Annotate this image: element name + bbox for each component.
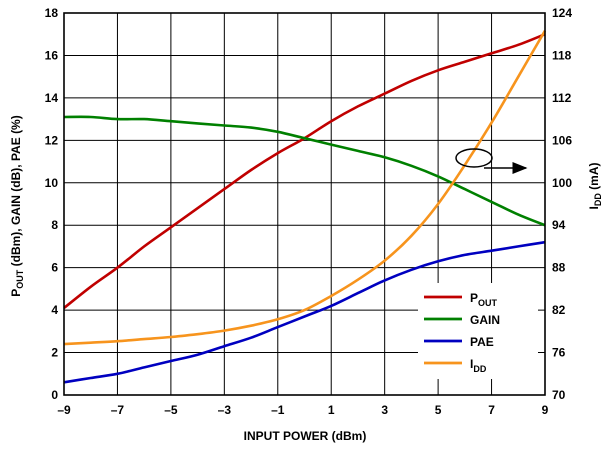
y2-tick-label: 88 bbox=[552, 261, 566, 275]
left-axis-label: POUT (dBm), GAIN (dB), PAE (%) bbox=[9, 115, 25, 296]
y-tick-label: 18 bbox=[45, 6, 59, 20]
y-tick-label: 12 bbox=[45, 133, 59, 147]
legend-label: PAE bbox=[470, 335, 494, 349]
series-line-pae bbox=[63, 240, 546, 384]
y-tick-label: 14 bbox=[45, 91, 59, 105]
y-tick-label: 6 bbox=[51, 261, 58, 275]
left-axis: 0 2 4 6 8 10 12 14 16 18 bbox=[45, 6, 59, 402]
right-axis-label-rest: (mA) bbox=[587, 162, 601, 193]
series-line-pout bbox=[63, 32, 546, 310]
right-axis-label-i-sub: DD bbox=[593, 193, 603, 206]
x-axis: –9 –7 –5 –3 –1 1 3 5 7 9 bbox=[57, 403, 548, 417]
y2-tick-label: 112 bbox=[552, 91, 572, 105]
y2-tick-label: 100 bbox=[552, 176, 572, 190]
legend-label: GAIN bbox=[470, 313, 500, 327]
y-tick-label: 4 bbox=[51, 303, 58, 317]
series-line-gain bbox=[63, 115, 546, 227]
x-tick-label: –5 bbox=[164, 403, 178, 417]
x-tick-label: 3 bbox=[381, 403, 388, 417]
x-tick-label: –3 bbox=[218, 403, 232, 417]
y2-tick-label: 94 bbox=[552, 218, 566, 232]
y-tick-label: 2 bbox=[51, 346, 58, 360]
right-axis-label: IDD (mA) bbox=[587, 162, 603, 209]
y-tick-label: 10 bbox=[45, 176, 59, 190]
x-tick-label: –1 bbox=[271, 403, 285, 417]
right-axis: 70 76 82 88 94 100 106 112 118 124 bbox=[552, 6, 572, 402]
legend-label: IDD bbox=[470, 357, 487, 374]
y-tick-label: 0 bbox=[51, 388, 58, 402]
legend: POUT GAIN PAE IDD bbox=[418, 283, 538, 379]
y2-tick-label: 82 bbox=[552, 303, 566, 317]
y2-tick-label: 106 bbox=[552, 133, 572, 147]
left-axis-label-rest: (dBm), GAIN (dB), PAE (%) bbox=[9, 115, 23, 269]
legend-label: POUT bbox=[470, 291, 498, 308]
x-axis-label: INPUT POWER (dBm) bbox=[244, 429, 367, 443]
x-tick-label: 5 bbox=[435, 403, 442, 417]
left-axis-label-p: P bbox=[9, 289, 23, 297]
indicator-ellipse bbox=[455, 148, 493, 168]
x-tick-label: 9 bbox=[542, 403, 549, 417]
plot-frame bbox=[63, 12, 546, 396]
y-tick-label: 16 bbox=[45, 48, 59, 62]
y2-tick-label: 124 bbox=[552, 6, 572, 20]
y-tick-label: 8 bbox=[51, 218, 58, 232]
x-tick-label: 7 bbox=[488, 403, 495, 417]
x-tick-label: –7 bbox=[111, 403, 125, 417]
y2-tick-label: 76 bbox=[552, 346, 566, 360]
y2-tick-label: 118 bbox=[552, 48, 572, 62]
x-tick-label: –9 bbox=[57, 403, 71, 417]
axis-indicator bbox=[455, 148, 528, 174]
y2-tick-label: 70 bbox=[552, 388, 566, 402]
left-axis-label-p-sub: OUT bbox=[15, 269, 25, 289]
right-axis-label-i: I bbox=[587, 206, 601, 209]
x-tick-label: 1 bbox=[328, 403, 335, 417]
